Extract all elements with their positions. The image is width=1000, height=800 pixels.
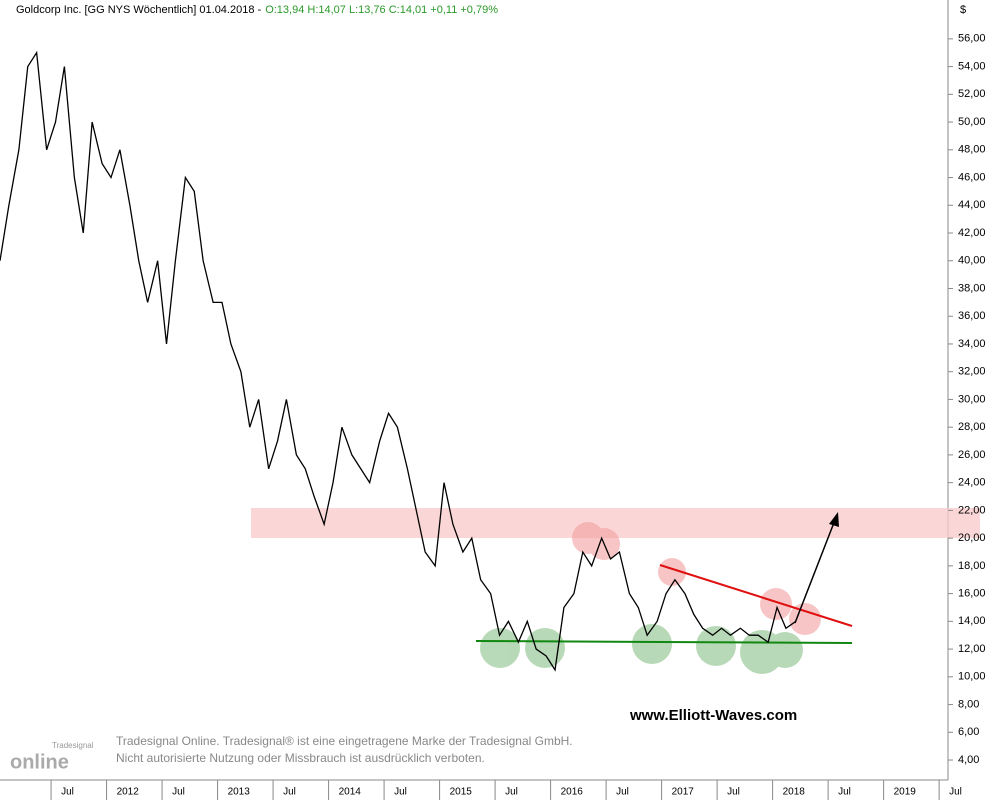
y-tick-label: 12,00 [958, 643, 986, 655]
y-tick-label: 34,00 [958, 338, 986, 350]
x-tick-label: Jul [172, 787, 185, 798]
highs [572, 522, 821, 635]
y-tick-label: 22,00 [958, 504, 986, 516]
x-tick-label: 2016 [561, 787, 584, 798]
y-unit: $ [960, 4, 966, 16]
y-tick-label: 40,00 [958, 255, 986, 267]
y-tick-label: 10,00 [958, 671, 986, 683]
y-tick-label: 38,00 [958, 282, 986, 294]
y-tick-label: 32,00 [958, 366, 986, 378]
x-tick-label: 2019 [894, 787, 917, 798]
x-tick-label: 2015 [450, 787, 473, 798]
y-tick-label: 4,00 [958, 754, 979, 766]
support-line [475, 640, 853, 644]
logo: online [10, 751, 69, 773]
y-tick-label: 52,00 [958, 88, 986, 100]
y-tick-label: 46,00 [958, 171, 986, 183]
notice: Nicht autorisierte Nutzung oder Missbrau… [116, 751, 485, 765]
resistance-line [659, 564, 853, 627]
forecast-arrow [794, 519, 836, 624]
y-tick-label: 26,00 [958, 449, 986, 461]
notice: Tradesignal Online. Tradesignal® ist ein… [116, 734, 573, 748]
y-tick-label: 30,00 [958, 393, 986, 405]
x-tick-label: 2014 [339, 787, 362, 798]
y-tick-label: 50,00 [958, 116, 986, 128]
y-tick-label: 8,00 [958, 698, 979, 710]
y-tick-label: 42,00 [958, 227, 986, 239]
x-tick-label: 2017 [672, 787, 695, 798]
y-tick-label: 54,00 [958, 60, 986, 72]
y-tick-label: 28,00 [958, 421, 986, 433]
watermark: www.Elliott-Waves.com [629, 707, 797, 724]
x-tick-label: Jul [394, 787, 407, 798]
arrow-head [829, 512, 839, 527]
x-tick-label: Jul [283, 787, 296, 798]
x-tick-label: 2013 [228, 787, 251, 798]
quote: O:13,94 H:14,07 L:13,76 C:14,01 +0,11 +0… [265, 4, 498, 16]
x-tick-label: Jul [838, 787, 851, 798]
x-tick-label: 2012 [117, 787, 140, 798]
x-tick-label: Jul [727, 787, 740, 798]
y-tick-label: 36,00 [958, 310, 986, 322]
lows [480, 624, 803, 674]
y-tick-label: 16,00 [958, 588, 986, 600]
y-tick-label: 24,00 [958, 477, 986, 489]
x-tick-label: Jul [616, 787, 629, 798]
price-line [0, 50, 797, 672]
x-tick-label: 2018 [783, 787, 806, 798]
x-tick-label: Jul [505, 787, 518, 798]
logo: Tradesignal [52, 741, 94, 750]
x-tick-label: Jul [949, 787, 962, 798]
x-tick-label: Jul [61, 787, 74, 798]
y-tick-label: 18,00 [958, 560, 986, 572]
y-tick-label: 14,00 [958, 615, 986, 627]
y-tick-label: 44,00 [958, 199, 986, 211]
y-tick-label: 20,00 [958, 532, 986, 544]
y-tick-label: 6,00 [958, 726, 979, 738]
chart-title: Goldcorp Inc. [GG NYS Wöchentlich] 01.04… [16, 4, 262, 16]
y-tick-label: 48,00 [958, 144, 986, 156]
y-tick-label: 56,00 [958, 33, 986, 45]
